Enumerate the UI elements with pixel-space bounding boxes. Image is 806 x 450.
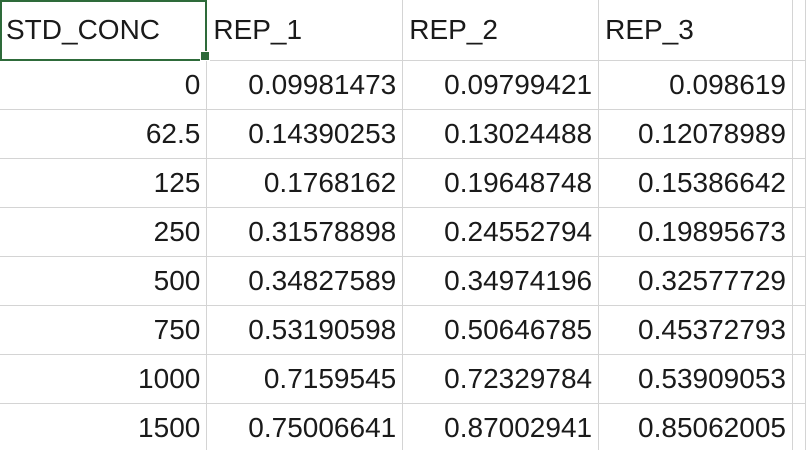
cell-rep1[interactable]: 0.31578898 xyxy=(206,207,404,257)
cell-std-conc[interactable]: 1500 xyxy=(0,403,208,450)
cell-empty[interactable] xyxy=(792,109,806,159)
cell-rep1[interactable]: 0.53190598 xyxy=(206,305,404,355)
cell-rep1[interactable]: 0.14390253 xyxy=(206,109,404,159)
cell-rep3[interactable]: 0.85062005 xyxy=(598,403,793,450)
cell-std-conc[interactable]: 62.5 xyxy=(0,109,208,159)
cell-std-conc[interactable]: 1000 xyxy=(0,354,208,404)
cell-rep1[interactable]: 0.7159545 xyxy=(206,354,404,404)
table-row: 1500 0.75006641 0.87002941 0.85062005 xyxy=(0,403,806,450)
cell-rep3[interactable]: 0.12078989 xyxy=(598,109,793,159)
table-row: 62.5 0.14390253 0.13024488 0.12078989 xyxy=(0,109,806,159)
table-row: 0 0.09981473 0.09799421 0.098619 xyxy=(0,60,806,110)
selection-fill-handle[interactable] xyxy=(200,51,210,61)
cell-rep2[interactable]: 0.24552794 xyxy=(402,207,600,257)
cell-rep1[interactable]: 0.75006641 xyxy=(206,403,404,450)
cell-rep2[interactable]: 0.87002941 xyxy=(402,403,600,450)
cell-empty[interactable] xyxy=(792,158,806,208)
cell-std-conc[interactable]: 750 xyxy=(0,305,208,355)
cell-rep1[interactable]: 0.09981473 xyxy=(206,60,404,110)
cell-rep3[interactable]: 0.53909053 xyxy=(598,354,793,404)
table-row: 500 0.34827589 0.34974196 0.32577729 xyxy=(0,256,806,306)
cell-rep3[interactable]: 0.098619 xyxy=(598,60,793,110)
table-row: 1000 0.7159545 0.72329784 0.53909053 xyxy=(0,354,806,404)
cell-rep2[interactable]: 0.19648748 xyxy=(402,158,600,208)
cell-empty[interactable] xyxy=(792,403,806,450)
cell-rep1[interactable]: 0.1768162 xyxy=(206,158,404,208)
cell-empty[interactable] xyxy=(792,305,806,355)
cell-rep2[interactable]: 0.09799421 xyxy=(402,60,600,110)
cell-empty[interactable] xyxy=(792,207,806,257)
cell-rep3-header[interactable]: REP_3 xyxy=(598,0,793,61)
table-row: 125 0.1768162 0.19648748 0.15386642 xyxy=(0,158,806,208)
cell-std-conc-header[interactable]: STD_CONC xyxy=(0,0,208,61)
cell-rep3[interactable]: 0.32577729 xyxy=(598,256,793,306)
cell-rep3[interactable]: 0.15386642 xyxy=(598,158,793,208)
table-row: 250 0.31578898 0.24552794 0.19895673 xyxy=(0,207,806,257)
cell-rep1[interactable]: 0.34827589 xyxy=(206,256,404,306)
cell-std-conc[interactable]: 250 xyxy=(0,207,208,257)
cell-rep2[interactable]: 0.50646785 xyxy=(402,305,600,355)
cell-empty[interactable] xyxy=(792,0,806,61)
cell-empty[interactable] xyxy=(792,256,806,306)
table-row: 750 0.53190598 0.50646785 0.45372793 xyxy=(0,305,806,355)
cell-rep2[interactable]: 0.34974196 xyxy=(402,256,600,306)
cell-rep3[interactable]: 0.19895673 xyxy=(598,207,793,257)
cell-std-conc[interactable]: 125 xyxy=(0,158,208,208)
cell-empty[interactable] xyxy=(792,354,806,404)
cell-std-conc[interactable]: 500 xyxy=(0,256,208,306)
cell-rep2-header[interactable]: REP_2 xyxy=(402,0,600,61)
cell-std-conc[interactable]: 0 xyxy=(0,60,208,110)
cell-rep2[interactable]: 0.13024488 xyxy=(402,109,600,159)
header-row: STD_CONC REP_1 REP_2 REP_3 xyxy=(0,0,806,61)
cell-rep3[interactable]: 0.45372793 xyxy=(598,305,793,355)
cell-rep2[interactable]: 0.72329784 xyxy=(402,354,600,404)
cell-rep1-header[interactable]: REP_1 xyxy=(206,0,404,61)
cell-empty[interactable] xyxy=(792,60,806,110)
